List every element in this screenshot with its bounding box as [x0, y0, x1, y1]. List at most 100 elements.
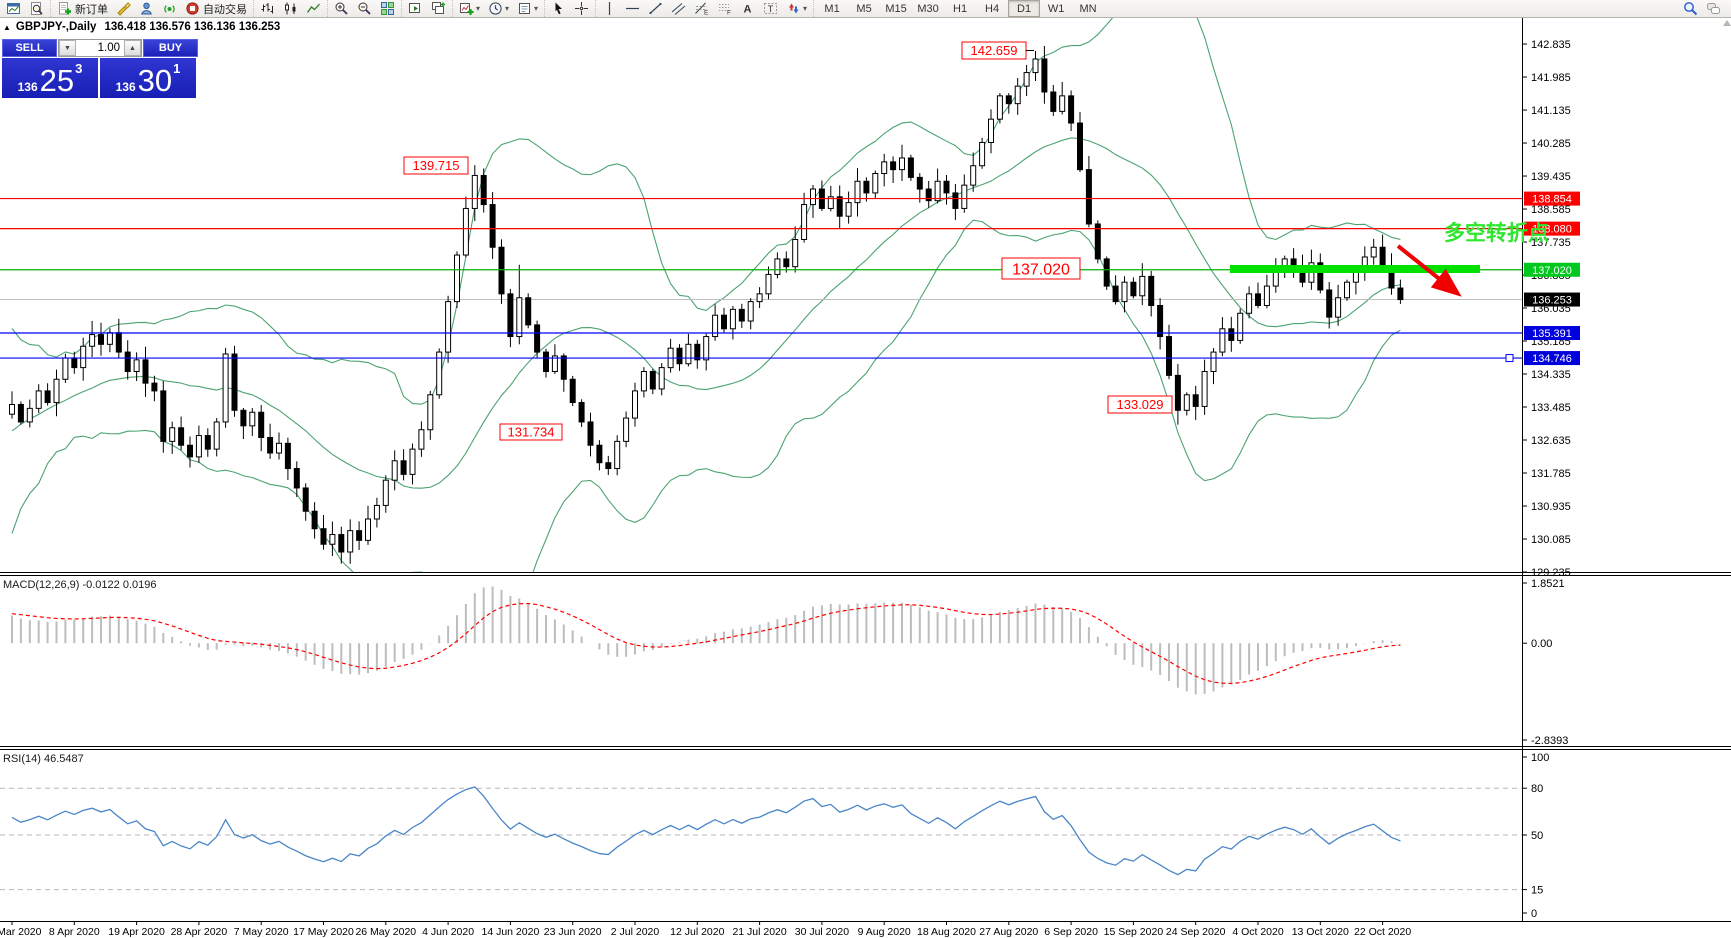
svg-text:14 Jun 2020: 14 Jun 2020 — [481, 926, 539, 938]
metaeditor-icon[interactable] — [113, 0, 134, 17]
annotation-box[interactable] — [403, 156, 469, 175]
svg-text:131.785: 131.785 — [1531, 468, 1571, 480]
price-axis[interactable]: 142.835 141.985 141.135 140.285 139.435 138.5… — [1522, 39, 1571, 579]
timeframe-m5-button[interactable]: M5 — [856, 2, 872, 15]
sell-button[interactable]: SELL — [2, 39, 57, 57]
svg-text:8 Apr 2020: 8 Apr 2020 — [49, 926, 100, 938]
arrows-dropdown-icon[interactable]: ▾ — [803, 4, 808, 13]
timeframe-w1-button[interactable]: W1 — [1047, 2, 1065, 15]
zoom-in-icon[interactable] — [331, 0, 352, 17]
auto-trading-label: 自动交易 — [203, 3, 247, 16]
chat-icon[interactable] — [1703, 0, 1724, 17]
svg-text:141.985: 141.985 — [1531, 72, 1571, 84]
svg-text:27 Aug 2020: 27 Aug 2020 — [979, 926, 1038, 938]
horizontal-line-icon[interactable] — [622, 0, 643, 17]
timeframe-d1-button[interactable]: D1 — [1008, 0, 1041, 17]
indicators-dropdown-icon[interactable]: ▾ — [476, 4, 481, 13]
new-order-button[interactable]: 新订单 — [54, 0, 111, 17]
svg-text:30 Jul 2020: 30 Jul 2020 — [795, 926, 849, 938]
signals-icon[interactable] — [159, 0, 180, 17]
turning-point-label[interactable]: 多空转折点 — [1444, 221, 1549, 245]
sell-price-tile[interactable]: 136 25 3 — [2, 58, 98, 98]
auto-trading-button[interactable]: 自动交易 — [182, 0, 250, 17]
profile-icon[interactable] — [136, 0, 157, 17]
svg-text:130.085: 130.085 — [1531, 534, 1571, 546]
rsi-label-layer: RSI(14) 46.5487 — [3, 753, 84, 765]
text-label-icon[interactable]: T — [760, 0, 781, 17]
bar-chart-icon[interactable] — [257, 0, 278, 17]
fibonacci-icon[interactable]: E — [691, 0, 712, 17]
arrows-icon[interactable]: ▾ — [783, 0, 810, 17]
level-lines[interactable] — [0, 197, 1522, 363]
candles-layer — [9, 45, 1404, 564]
periods-dropdown-icon[interactable]: ▾ — [505, 4, 510, 13]
svg-text:21 Jul 2020: 21 Jul 2020 — [732, 926, 786, 938]
annotation-box[interactable] — [1107, 395, 1173, 414]
text-icon[interactable]: A — [737, 0, 758, 17]
svg-text:4 Jun 2020: 4 Jun 2020 — [422, 926, 474, 938]
timeframe-h4-button[interactable]: H4 — [985, 2, 1000, 15]
annotation-box[interactable] — [1001, 257, 1081, 280]
svg-text:129.235: 129.235 — [1531, 567, 1571, 579]
cursor-icon[interactable] — [548, 0, 569, 17]
equidistant-channel-icon[interactable] — [668, 0, 689, 17]
down-arrow[interactable] — [1396, 244, 1462, 297]
rsi-axis: 100 80 50 15 0 — [1522, 752, 1549, 920]
zoom-out-icon[interactable] — [354, 0, 375, 17]
arrange-windows-icon[interactable] — [405, 0, 426, 17]
timeframe-m1-button[interactable]: M1 — [824, 2, 840, 15]
toolbar-group: ▾ ▾ ▾ — [452, 0, 544, 17]
search-icon[interactable] — [1680, 0, 1701, 17]
annotation-box[interactable] — [499, 423, 563, 441]
svg-text:0.00: 0.00 — [1531, 638, 1552, 650]
timeframe-h1-button[interactable]: H1 — [953, 2, 968, 15]
macd-histogram — [11, 586, 1402, 695]
line-handle — [1505, 354, 1514, 363]
bollinger-middle — [11, 137, 1401, 489]
svg-text:30 Mar 2020: 30 Mar 2020 — [0, 926, 42, 938]
volume-stepper: ▼ 1.00 ▲ — [58, 39, 142, 57]
date-axis[interactable]: 30 Mar 2020 8 Apr 2020 19 Apr 2020 28 Apr 2… — [0, 921, 1411, 938]
trendline-icon[interactable] — [645, 0, 666, 17]
rsi-line — [11, 786, 1401, 876]
volume-decrease-button[interactable]: ▼ — [59, 40, 76, 56]
price-tag — [1524, 292, 1580, 307]
volume-increase-button[interactable]: ▲ — [124, 40, 141, 56]
periods-icon[interactable]: ▾ — [485, 0, 512, 17]
bollinger-lower — [11, 219, 1401, 572]
support-zone-bar[interactable] — [1230, 265, 1480, 273]
svg-text:6 Sep 2020: 6 Sep 2020 — [1044, 926, 1098, 938]
macd-axis: 1.8521 0.00 -2.8393 — [1522, 578, 1568, 747]
timeframe-mn-button[interactable]: MN — [1079, 2, 1097, 15]
svg-text:19 Apr 2020: 19 Apr 2020 — [108, 926, 165, 938]
timeframe-m15-button[interactable]: M15 — [885, 2, 907, 15]
svg-text:136.253: 136.253 — [1532, 295, 1572, 307]
toolbar-group — [327, 0, 401, 17]
toolbar-group — [253, 0, 327, 17]
chart-window-icon[interactable] — [3, 0, 24, 17]
toolbar-group — [401, 0, 452, 17]
candle-chart-icon[interactable] — [280, 0, 301, 17]
chart-preview-icon[interactable] — [26, 0, 47, 17]
templates-dropdown-icon[interactable]: ▾ — [534, 4, 539, 13]
symbol-marker-icon: ▲ — [3, 22, 11, 32]
indicators-icon[interactable]: ▾ — [456, 0, 483, 17]
crosshair-icon[interactable] — [571, 0, 592, 17]
svg-text:13 Oct 2020: 13 Oct 2020 — [1292, 926, 1349, 938]
svg-text:7 May 2020: 7 May 2020 — [234, 926, 289, 938]
chart-frame — [0, 17, 1731, 922]
annotations[interactable]: 139.715 142.659 131.734 133.029 137.020 多空转折点 — [403, 41, 1549, 441]
timeframe-m30-button[interactable]: M30 — [917, 2, 939, 15]
cascade-windows-icon[interactable] — [428, 0, 449, 17]
volume-value[interactable]: 1.00 — [76, 40, 124, 56]
buy-button[interactable]: BUY — [143, 39, 198, 57]
buy-price-tile[interactable]: 136 30 1 — [100, 58, 196, 98]
fibonacci-expansion-icon[interactable]: F — [714, 0, 735, 17]
line-chart-icon[interactable] — [303, 0, 324, 17]
vertical-line-icon[interactable] — [599, 0, 620, 17]
templates-icon[interactable]: ▾ — [514, 0, 541, 17]
toolbar-group — [0, 0, 50, 17]
one-click-trading-panel: SELL ▼ 1.00 ▲ BUY 136 25 3 136 30 1 — [2, 39, 198, 98]
tile-windows-icon[interactable] — [377, 0, 398, 17]
